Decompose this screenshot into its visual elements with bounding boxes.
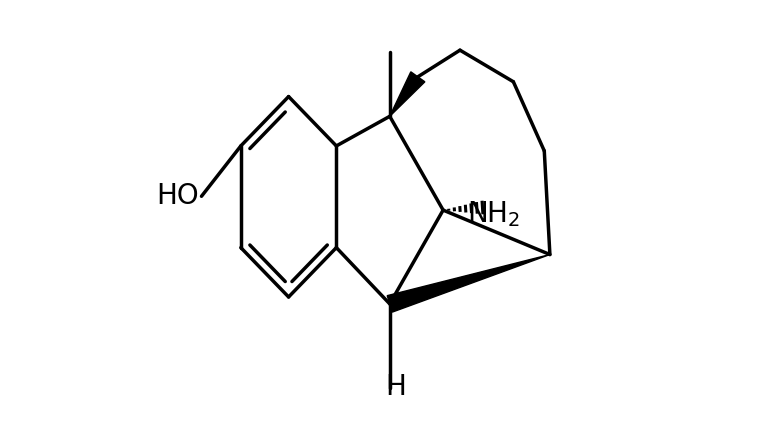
Polygon shape bbox=[387, 255, 550, 312]
Text: HO: HO bbox=[157, 182, 199, 210]
Text: NH$_2$: NH$_2$ bbox=[467, 199, 520, 228]
Polygon shape bbox=[390, 72, 425, 116]
Text: H: H bbox=[385, 373, 406, 401]
